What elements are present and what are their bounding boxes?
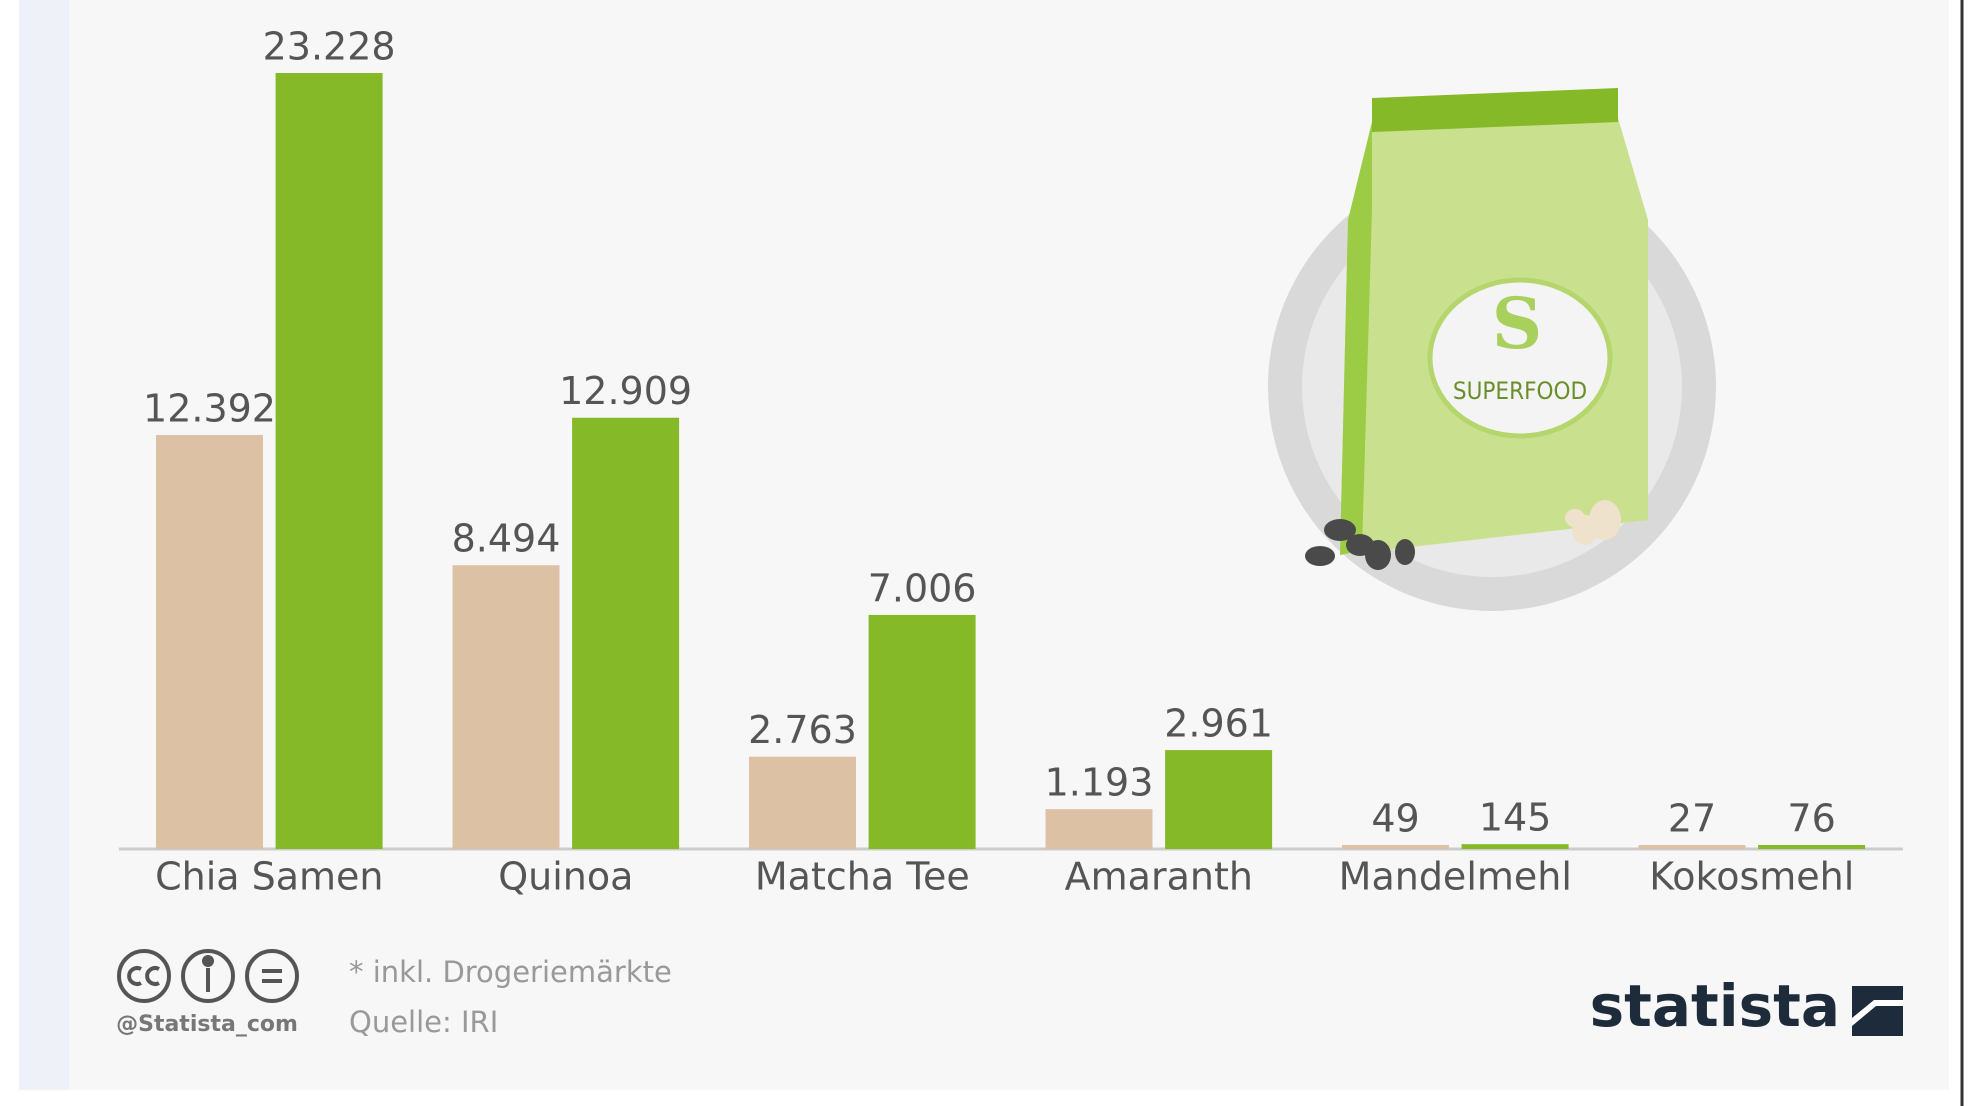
bag-side — [1340, 122, 1372, 555]
bag-letter: S — [1492, 282, 1543, 365]
value-label: 12.909 — [559, 369, 692, 413]
value-label: 27 — [1668, 797, 1716, 841]
bar — [1342, 845, 1449, 849]
bar — [868, 614, 976, 849]
footer: @Statista_com * inkl. Drogeriemärkte Que… — [116, 949, 1903, 1040]
value-label: 145 — [1479, 796, 1552, 840]
bar — [156, 435, 263, 849]
illustration: S SUPERFOOD — [1268, 88, 1716, 611]
bar — [572, 417, 680, 849]
bar — [452, 565, 560, 849]
seeds — [1305, 519, 1415, 570]
value-label: 1.193 — [1045, 761, 1154, 805]
bar — [1045, 809, 1153, 849]
brand: statista — [1590, 972, 1840, 1040]
value-label: 2.961 — [1164, 702, 1273, 746]
bar — [749, 756, 856, 849]
value-label: 49 — [1371, 797, 1419, 841]
side-strip — [19, 0, 69, 1090]
license-icons — [117, 949, 299, 1003]
bar — [1461, 844, 1569, 849]
x-tick-label: Amaranth — [1065, 855, 1253, 899]
bag-text: SUPERFOOD — [1453, 377, 1587, 405]
footnote: * inkl. Drogeriemärkte — [349, 955, 672, 989]
x-tick-label: Matcha Tee — [755, 855, 970, 899]
value-label: 7.006 — [868, 566, 977, 610]
bar — [1638, 845, 1746, 849]
bag-label — [1427, 277, 1613, 439]
brand-logo — [1852, 986, 1903, 1036]
bar — [275, 73, 383, 849]
brand-logo-mark — [1852, 1000, 1903, 1026]
bar — [1758, 845, 1866, 849]
x-tick-label: Kokosmehl — [1649, 855, 1854, 899]
value-label: 76 — [1787, 797, 1835, 841]
value-label: 23.228 — [263, 25, 396, 69]
x-tick-label: Mandelmehl — [1339, 855, 1572, 899]
x-tick-label: Chia Samen — [155, 855, 383, 899]
handle: @Statista_com — [116, 1012, 298, 1037]
bar — [1165, 750, 1273, 849]
nuts — [1565, 500, 1621, 545]
value-label: 2.763 — [748, 708, 857, 752]
x-tick-label: Quinoa — [498, 855, 633, 899]
value-label: 8.494 — [452, 517, 561, 561]
source: Quelle: IRI — [349, 1005, 498, 1039]
bag-top — [1372, 88, 1618, 132]
value-label: 12.392 — [143, 387, 276, 431]
